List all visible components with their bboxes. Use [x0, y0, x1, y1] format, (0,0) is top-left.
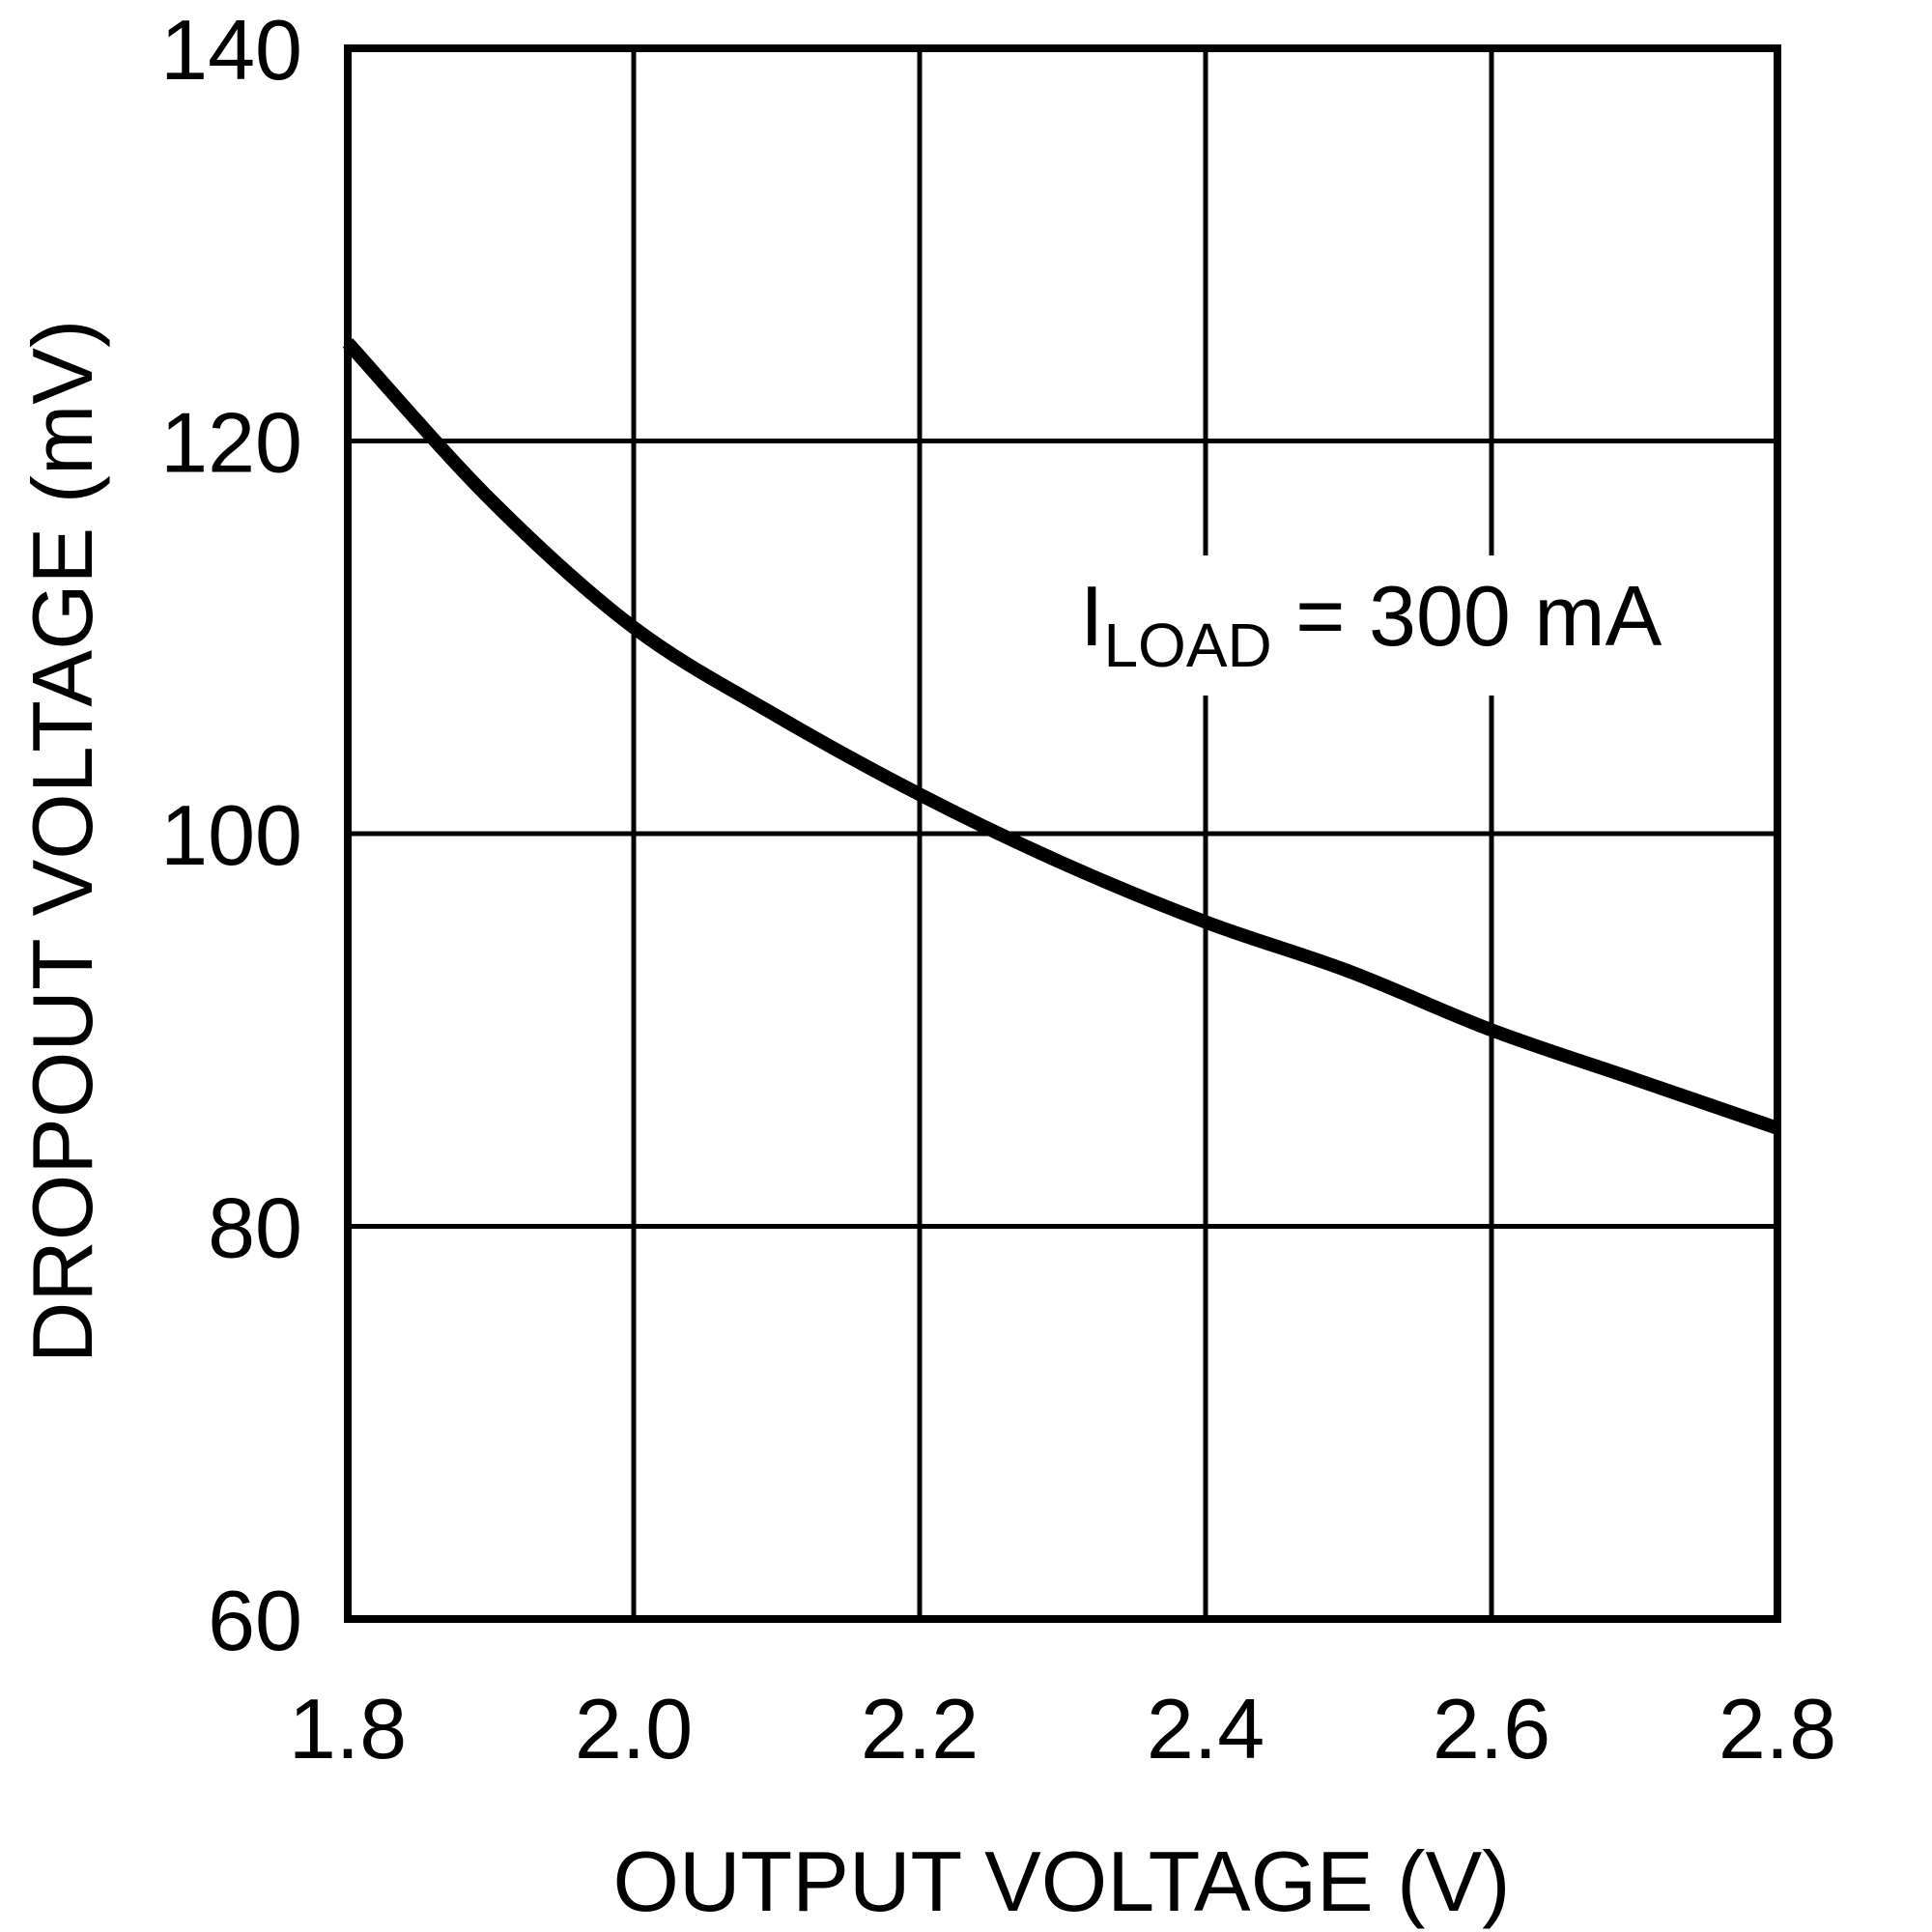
plot-border [344, 44, 1781, 1623]
annotation-background [1072, 555, 1710, 696]
x-tick-label: 2.4 [1147, 1681, 1264, 1776]
data-series [342, 338, 1780, 1135]
x-tick-label: 1.8 [289, 1681, 407, 1776]
annotation-subscript: LOAD [1103, 611, 1271, 680]
y-axis-ticks: 140 120 100 80 60 [160, 2, 302, 1668]
annotation: ILOAD = 300 mA [1072, 555, 1710, 696]
grid-lines [345, 45, 1780, 1622]
y-tick-label: 100 [160, 787, 302, 883]
annotation-rest: = 300 mA [1272, 568, 1662, 664]
x-tick-label: 2.0 [575, 1681, 693, 1776]
data-line [342, 338, 1780, 1135]
annotation-main: I [1080, 568, 1103, 664]
x-axis-title: OUTPUT VOLTAGE (V) [613, 1833, 1511, 1929]
x-axis-ticks: 1.8 2.0 2.2 2.4 2.6 2.8 [289, 1681, 1836, 1776]
y-tick-label: 60 [208, 1573, 302, 1668]
y-tick-label: 140 [160, 2, 302, 98]
x-tick-label: 2.6 [1433, 1681, 1550, 1776]
y-tick-label: 80 [208, 1180, 302, 1276]
annotation-label: ILOAD = 300 mA [1080, 568, 1662, 680]
y-axis-title: DROPOUT VOLTAGE (mV) [14, 320, 110, 1364]
x-tick-label: 2.2 [861, 1681, 979, 1776]
x-tick-label: 2.8 [1719, 1681, 1836, 1776]
y-tick-label: 120 [160, 395, 302, 491]
